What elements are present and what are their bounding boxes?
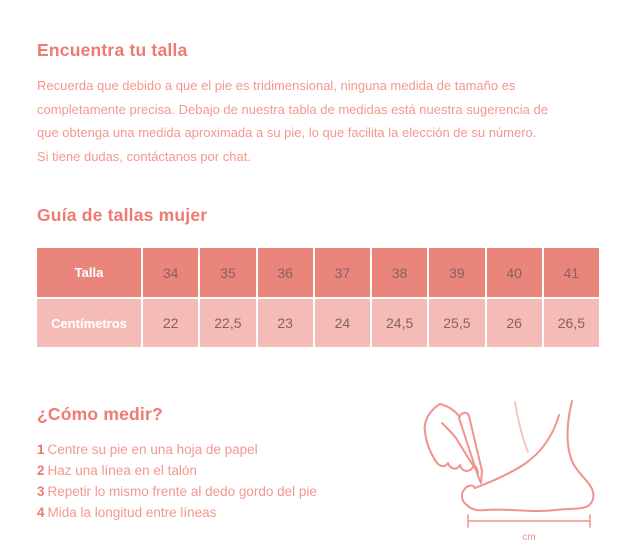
size-table-header-row: Talla 34 35 36 37 38 39 40 41 bbox=[37, 248, 599, 297]
hand-wrist-line bbox=[423, 403, 441, 461]
step-number: 3 bbox=[37, 484, 45, 499]
foot-toe-line bbox=[460, 484, 476, 507]
cm-cell: 26,5 bbox=[541, 297, 599, 347]
cm-cell: 25,5 bbox=[427, 297, 485, 347]
foot-instep-line bbox=[474, 414, 560, 489]
step-text: Mida la longitud entre líneas bbox=[47, 505, 217, 520]
cm-cell: 26 bbox=[484, 297, 542, 347]
step-number: 2 bbox=[37, 463, 45, 478]
size-cell: 41 bbox=[541, 248, 599, 297]
shin-faint-line bbox=[514, 401, 529, 453]
measuring-step: 3 Repetir lo mismo frente al dedo gordo d… bbox=[37, 481, 407, 502]
size-cell: 37 bbox=[312, 248, 370, 297]
cm-cell: 23 bbox=[255, 297, 313, 347]
size-cell: 35 bbox=[198, 248, 256, 297]
size-guide-section: Guía de tallas mujer Talla 34 35 36 37 3… bbox=[37, 205, 599, 347]
cm-label: cm bbox=[522, 532, 535, 543]
cm-cell: 22,5 bbox=[198, 297, 256, 347]
step-text: Haz una línea en el talón bbox=[47, 463, 197, 478]
size-cell: 38 bbox=[370, 248, 428, 297]
how-to-measure-title: ¿Cómo medir? bbox=[37, 404, 163, 424]
find-your-size-title: Encuentra tu talla bbox=[37, 40, 188, 60]
measuring-step: 1 Centre su pie en una hoja de papel bbox=[37, 439, 407, 460]
foot-hand-sketch bbox=[423, 400, 595, 512]
size-table-cm-label: Centímetros bbox=[37, 297, 141, 347]
cm-cell: 22 bbox=[141, 297, 199, 347]
hand-fingers-line bbox=[434, 459, 479, 475]
measuring-step: 2 Haz una línea en el talón bbox=[37, 460, 407, 481]
step-number: 4 bbox=[37, 505, 45, 520]
step-number: 1 bbox=[37, 442, 45, 457]
how-to-measure-section: ¿Cómo medir? 1 Centre su pie en una hoja … bbox=[37, 404, 407, 523]
size-table-header-label: Talla bbox=[37, 248, 141, 297]
cm-cell: 24 bbox=[312, 297, 370, 347]
step-text: Centre su pie en una hoja de papel bbox=[47, 442, 258, 457]
size-guide-title: Guía de tallas mujer bbox=[37, 205, 208, 225]
size-cell: 34 bbox=[141, 248, 199, 297]
size-cell: 40 bbox=[484, 248, 542, 297]
cm-cell: 24,5 bbox=[370, 297, 428, 347]
size-cell: 39 bbox=[427, 248, 485, 297]
hand-top-line bbox=[439, 403, 460, 417]
step-text: Repetir lo mismo frente al dedo gordo de… bbox=[47, 484, 317, 499]
find-your-size-section: Encuentra tu talla Recuerda que debido a… bbox=[37, 40, 622, 168]
foot-sole-line bbox=[467, 505, 589, 512]
size-table-cm-row: Centímetros 22 22,5 23 24 24,5 25,5 26 2… bbox=[37, 297, 599, 347]
measuring-step: 4 Mida la longitud entre líneas bbox=[37, 502, 407, 523]
size-table: Talla 34 35 36 37 38 39 40 41 Centímetro… bbox=[37, 248, 599, 347]
foot-heel-line bbox=[566, 400, 595, 507]
find-your-size-description: Recuerda que debido a que el pie es trid… bbox=[37, 78, 548, 164]
size-cell: 36 bbox=[255, 248, 313, 297]
measurement-line bbox=[467, 514, 591, 528]
hand-palm-line bbox=[441, 422, 457, 439]
hand-thumb-line bbox=[455, 437, 477, 471]
pencil-icon bbox=[458, 411, 483, 484]
foot-measure-illustration: cm bbox=[423, 400, 595, 543]
measuring-steps-list: 1 Centre su pie en una hoja de papel 2 Haz… bbox=[37, 439, 407, 523]
